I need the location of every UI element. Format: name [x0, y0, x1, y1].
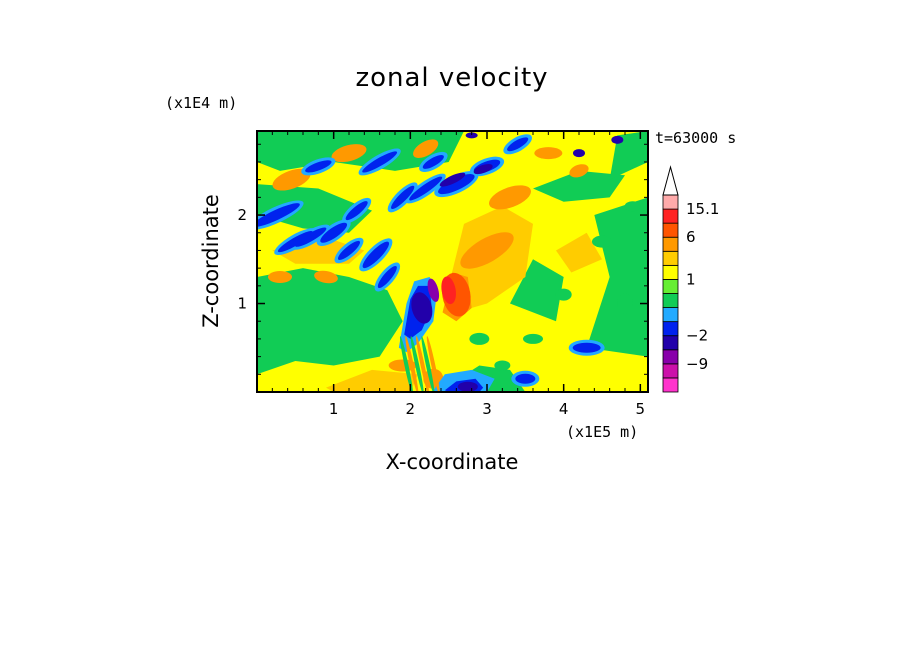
chart-title: zonal velocity	[355, 63, 548, 93]
x-tick-label: 2	[406, 400, 416, 418]
contour-region	[411, 292, 433, 324]
colorbar-swatch	[662, 264, 679, 280]
contour-region	[320, 222, 348, 243]
colorbar-label: 1	[686, 270, 696, 288]
colorbar-swatch	[662, 250, 679, 266]
colorbar-swatch	[662, 349, 679, 365]
y-unit-label: (x1E4 m)	[165, 94, 237, 112]
contour-region	[326, 369, 418, 392]
contour-region	[510, 259, 564, 322]
colorbar-swatch	[662, 194, 679, 210]
y-axis-label: Z-coordinate	[199, 194, 223, 328]
x-tick-label: 1	[329, 400, 339, 418]
contour-region	[277, 231, 313, 253]
contour-region	[569, 164, 589, 178]
contour-region	[469, 332, 490, 345]
y-tick-label: 2	[237, 206, 247, 224]
colorbar-swatch	[662, 222, 679, 238]
contour-region	[257, 203, 300, 227]
colorbar: 15.1 6 1 −2 −9	[662, 165, 719, 393]
contour-region	[391, 185, 415, 210]
contour-region	[592, 235, 612, 248]
colorbar-swatch	[662, 279, 679, 294]
contour-region	[410, 336, 424, 392]
contour-region	[533, 170, 625, 202]
contour-region	[305, 160, 332, 173]
contour-region	[426, 336, 440, 392]
colorbar-label: 15.1	[686, 200, 719, 218]
colorbar-extend-arrow	[662, 165, 679, 196]
contour-region	[555, 288, 572, 301]
colorbar-label: −9	[686, 355, 708, 373]
contour-region	[515, 373, 536, 384]
contour-plot-area	[257, 131, 648, 392]
contour-region	[399, 336, 414, 392]
velocity-contour-field	[257, 131, 648, 392]
contour-region	[494, 360, 511, 371]
contour-region	[421, 336, 435, 392]
colorbar-swatch	[662, 321, 679, 337]
contour-region	[473, 163, 493, 175]
x-axis: 1 2 3 4 5	[271, 131, 646, 418]
contour-region	[314, 270, 338, 284]
contour-region	[257, 268, 403, 375]
contour-region	[465, 132, 478, 139]
contour-region	[438, 174, 475, 195]
contour-region	[427, 278, 440, 302]
contour-region	[362, 151, 398, 173]
contour-region	[377, 265, 397, 289]
contour-region	[441, 276, 456, 305]
colorbar-label: −2	[686, 327, 708, 345]
contour-region	[409, 176, 443, 201]
contour-region	[489, 185, 531, 210]
colorbar-swatch	[662, 208, 679, 224]
contour-region	[416, 336, 430, 392]
contour-region	[611, 135, 624, 144]
colorbar-swatch	[662, 335, 679, 351]
contour-region	[268, 270, 292, 283]
colorbar-label: 6	[686, 228, 696, 246]
y-tick-label: 1	[237, 295, 247, 313]
contour-region	[362, 241, 390, 269]
x-unit-label: (x1E5 m)	[566, 423, 638, 441]
colorbar-swatch	[662, 236, 679, 252]
contour-region	[624, 201, 641, 212]
x-tick-label: 4	[559, 400, 569, 418]
contour-region	[572, 342, 601, 353]
contour-region	[460, 232, 514, 269]
contour-region	[573, 149, 585, 158]
contour-region	[294, 227, 327, 247]
y-axis: 12	[237, 143, 648, 375]
contour-region	[331, 144, 367, 163]
colorbar-swatch	[662, 377, 679, 393]
contour-region	[439, 172, 466, 187]
contour-region	[413, 139, 439, 158]
contour-region	[457, 381, 478, 392]
contour-region	[617, 293, 633, 314]
contour-region	[337, 240, 361, 260]
contour-region	[422, 155, 444, 169]
colorbar-swatch	[662, 307, 679, 323]
plot-frame	[256, 130, 649, 393]
contour-region	[507, 137, 529, 152]
colorbar-swatch	[662, 293, 679, 308]
x-axis-label: X-coordinate	[386, 450, 519, 474]
contour-region	[345, 201, 368, 221]
contour-region	[556, 232, 602, 273]
contour-region	[272, 168, 311, 191]
x-tick-label: 3	[482, 400, 492, 418]
contour-region	[405, 336, 419, 392]
time-label: t=63000 s	[655, 129, 736, 147]
contour-region	[523, 333, 543, 344]
contour-region	[534, 147, 563, 160]
x-tick-label: 5	[636, 400, 646, 418]
colorbar-swatch	[662, 363, 679, 379]
